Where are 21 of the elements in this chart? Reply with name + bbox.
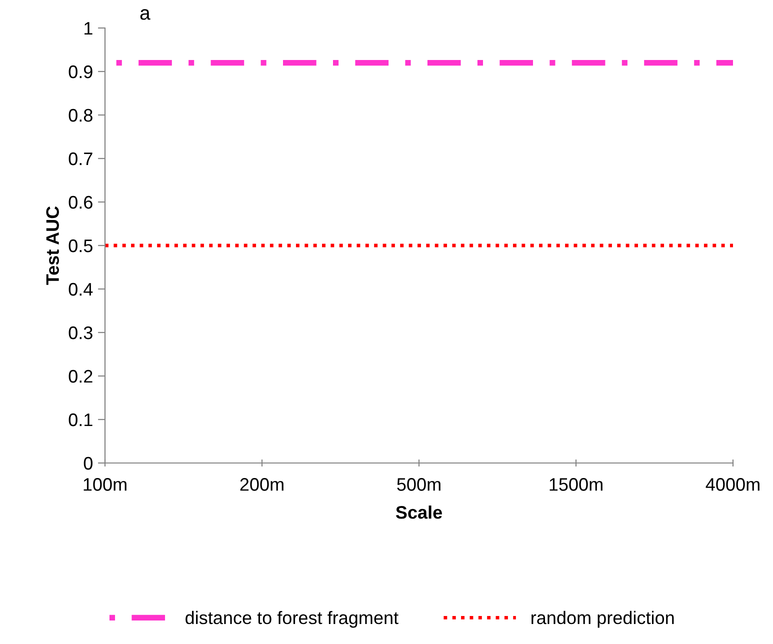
y-tick-label: 0.8 [68,108,92,122]
y-tick-label: 0.4 [68,282,93,296]
x-tick-label: 1500m [550,478,602,491]
x-tick-label: 4000m [706,478,760,491]
x-tick-label: 500m [397,478,440,491]
y-tick-label: 0.3 [68,326,92,340]
legend-label: random prediction [532,610,674,628]
x-tick-label: 100m [84,478,126,491]
x-axis-title: Scale [396,506,442,519]
y-tick-label: 0.6 [68,196,92,209]
y-tick-label: 0.1 [68,413,92,426]
y-axis-title: Test AUC [46,206,59,285]
x-tick-label: 200m [240,478,284,491]
legend-label: distance to forest fragment [186,610,398,628]
y-tick-label: 0 [84,456,92,470]
text: a [140,9,150,20]
y-tick-label: 0.9 [68,65,92,78]
y-tick-label: 0.7 [68,152,92,166]
y-tick-label: 0.5 [68,239,92,252]
y-tick-label: 0.2 [68,370,92,383]
y-tick-label: 1 [84,22,92,35]
